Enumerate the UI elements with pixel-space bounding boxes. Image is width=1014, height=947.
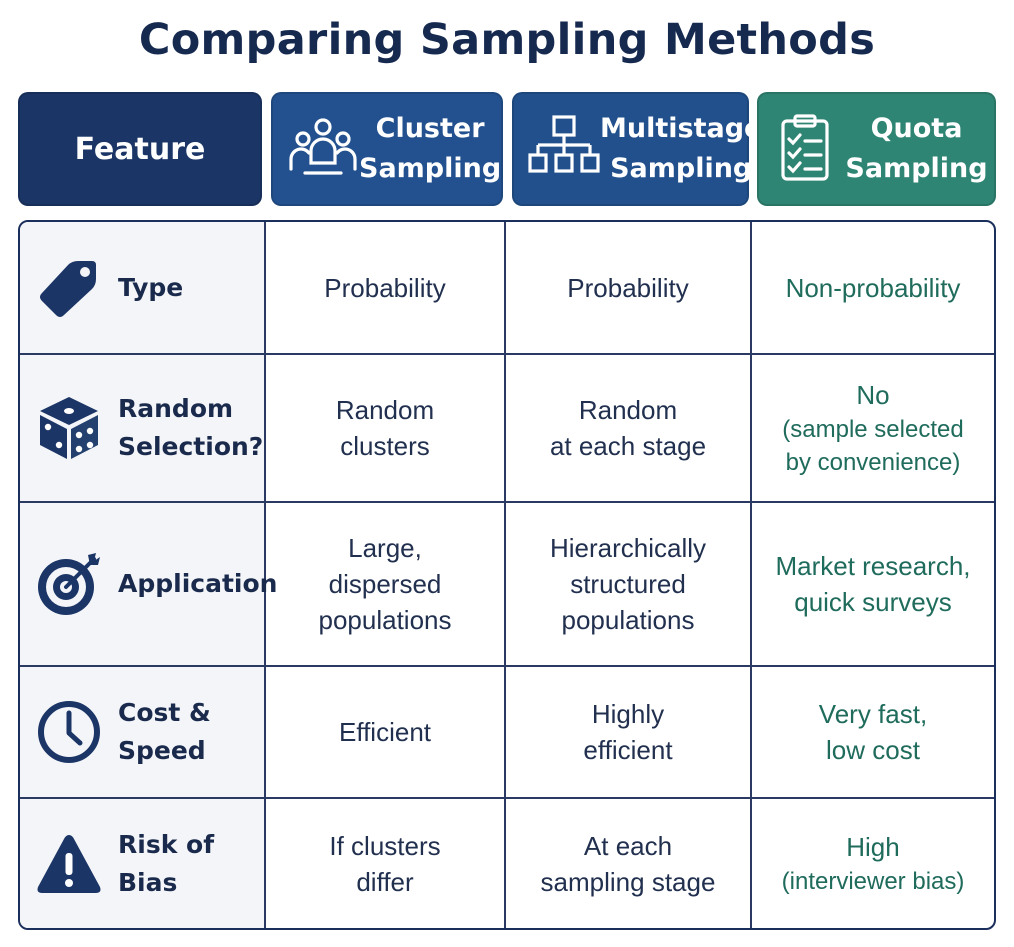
page-title: Comparing Sampling Methods [138,15,876,65]
feature-cell-risk-of-bias: Risk of Bias [20,799,266,928]
multistage-cell-application: Hierarchically structured populations [506,503,752,665]
feature-cell-type: Type [20,222,266,353]
cell-text-line-1: Market research, [775,551,971,581]
cell-text-line-2: differ [356,866,414,897]
header-multistage-sampling: Multistage Sampling [512,92,762,206]
header-quota-line-2: Sampling [845,153,988,184]
header-quota-label: Quota Sampling [845,109,994,189]
cell-text: Non-probability [785,272,961,303]
cell-text-line-2: structured [570,569,686,599]
quota-cell-cost-speed: Very fast, low cost [752,667,994,797]
tag-icon [40,260,96,317]
table-row-application: Application Large, dispersed populations… [20,503,994,667]
cell-text-line-2: clusters [340,431,430,461]
header-multistage-line-1: Multistage [600,113,763,144]
header-quota-line-1: Quota [870,113,963,144]
cell-text-line-2: efficient [583,735,673,765]
cell-text-line-1: Very fast, [818,699,928,729]
feature-cell-cost-speed: Cost & Speed [20,667,266,797]
cell-text-line-2: sampling stage [540,866,716,897]
feature-text-line-1: Random [118,394,234,423]
header-cluster-line-2: Sampling [359,153,502,184]
cell-text-line-1: Highly [591,699,665,729]
cell-text-line-1: High [846,832,900,862]
cluster-cell-risk-of-bias: If clusters differ [266,799,506,928]
cell-text-line-2: (sample selected [782,416,964,443]
multistage-cell-risk-of-bias: At each sampling stage [506,799,752,928]
cluster-cell-random-selection: Random clusters [266,355,506,501]
header-cluster-sampling: Cluster Sampling [271,92,503,206]
warning-icon [37,834,101,893]
quota-cell-risk-of-bias: High (interviewer bias) [752,799,994,928]
quota-cell-application: Market research, quick surveys [752,503,994,665]
quota-cell-random-selection: No (sample selected by convenience) [752,355,994,501]
table-row-cost-speed: Cost & Speed Efficient Highly efficient … [20,667,994,799]
cell-text-line-3: populations [318,605,452,635]
feature-text: Cost & Speed [118,698,211,765]
header-cluster-line-1: Cluster [375,113,485,144]
cell-text-line-2: (interviewer bias) [781,868,965,895]
header-multistage-label: Multistage Sampling [600,109,768,189]
clock-icon [38,701,100,763]
cell-text-line-1: No [856,380,890,410]
header-multistage-line-2: Sampling [610,153,753,184]
feature-label-type: Type [118,269,183,307]
cell-text-line-1: Hierarchically [549,533,707,563]
cell-text-line-3: by convenience) [785,449,961,476]
header-feature-label: Feature [74,131,206,167]
cell-text: Efficient [338,717,431,747]
cell-text: Probability [567,272,689,303]
target-icon [38,553,100,615]
cell-text-line-1: Random [335,395,435,425]
cluster-cell-application: Large, dispersed populations [266,503,506,665]
cell-text-line-1: Large, [348,533,422,563]
header-feature: Feature [18,92,262,206]
feature-label-risk-of-bias: Risk of Bias [118,826,264,902]
table-row-risk-of-bias: Risk of Bias If clusters differ At each … [20,799,994,928]
dice-icon [40,397,98,459]
hierarchy-icon [528,115,600,173]
cell-text-line-2: low cost [826,735,920,765]
feature-text: Risk of Bias [118,829,215,897]
table-row-random-selection: Random Selection? Random clusters Random… [20,355,994,503]
cell-text-line-2: dispersed [328,569,442,599]
feature-text: Application [118,569,278,598]
header-cluster-label: Cluster Sampling [359,109,507,189]
cell-text: Probability [324,272,446,303]
feature-cell-random-selection: Random Selection? [20,355,266,501]
multistage-cell-cost-speed: Highly efficient [506,667,752,797]
cluster-cell-type: Probability [266,222,506,353]
feature-label-random-selection: Random Selection? [118,390,263,466]
feature-label-cost-speed: Cost & Speed [118,694,264,770]
cell-text-line-3: populations [561,605,695,635]
header-quota-sampling: Quota Sampling [757,92,996,206]
cell-text-line-2: at each stage [549,431,707,461]
cell-text-line-1: Random [578,395,678,425]
feature-cell-application: Application [20,503,277,665]
feature-text-line-2: Selection? [118,432,264,461]
multistage-cell-random-selection: Random at each stage [506,355,752,501]
cell-text-line-2: quick surveys [794,587,952,617]
cluster-cell-cost-speed: Efficient [266,667,506,797]
feature-label-application: Application [118,565,277,603]
table-row-type: Type Probability Probability Non-probabi… [20,222,994,355]
multistage-cell-type: Probability [506,222,752,353]
feature-text: Type [118,272,184,302]
cell-text-line-1: At each [583,830,673,861]
quota-cell-type: Non-probability [752,222,994,353]
cell-text-line-1: If clusters [329,830,441,861]
checklist-icon [781,114,829,181]
comparison-table: Type Probability Probability Non-probabi… [18,220,996,930]
people-group-icon [289,118,357,175]
